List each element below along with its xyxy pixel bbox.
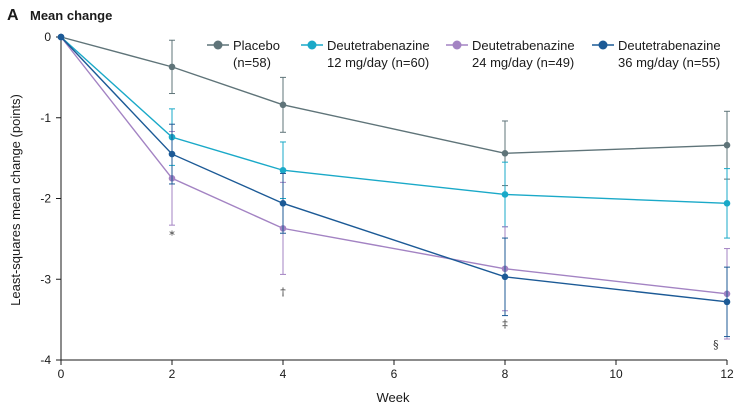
series-line <box>60 36 728 295</box>
x-tick-label: 12 <box>720 367 734 381</box>
legend-label: Deutetrabenazine <box>472 38 575 53</box>
legend-item-1: Placebo (n=58) <box>207 38 280 70</box>
series-3 <box>57 33 731 340</box>
significance-marker: * <box>169 229 175 242</box>
legend-label: 24 mg/day (n=49) <box>472 55 574 70</box>
x-tick-label: 4 <box>280 367 287 381</box>
series-layer <box>57 33 731 340</box>
significance-marker: † <box>280 285 286 298</box>
annotations: * † ‡ § <box>169 229 718 351</box>
x-tick-label: 2 <box>169 367 176 381</box>
legend-swatch-marker <box>598 40 608 50</box>
data-point <box>168 150 176 158</box>
x-tick-label: 0 <box>58 367 65 381</box>
data-point <box>279 200 287 207</box>
series-4 <box>57 33 731 338</box>
x-tick-label: 10 <box>609 367 623 381</box>
legend-label: Placebo <box>233 38 280 53</box>
legend-item-2: Deutetrabenazine 12 mg/day (n=60) <box>301 38 430 70</box>
legend-swatch-marker <box>213 40 223 50</box>
legend-swatch-marker <box>452 40 462 50</box>
panel-letter: A <box>7 7 19 24</box>
legend: Placebo (n=58) Deutetrabenazine 12 mg/day (… <box>207 38 721 70</box>
y-tick-label: -4 <box>40 353 51 367</box>
legend-label: (n=58) <box>233 55 271 70</box>
x-axis-label: Week <box>377 390 410 405</box>
data-point <box>168 63 176 71</box>
legend-label: 36 mg/day (n=55) <box>618 55 720 70</box>
axes: 0 2 4 6 8 10 12 0 -1 -2 -3 -4 <box>40 30 734 381</box>
series-1 <box>57 33 731 187</box>
data-point <box>723 141 731 149</box>
legend-label: Deutetrabenazine <box>327 38 430 53</box>
data-point <box>501 149 509 157</box>
panel-title: Mean change <box>30 8 112 23</box>
y-tick-label: -3 <box>40 272 51 286</box>
y-axis-label: Least-squares mean change (points) <box>8 94 23 306</box>
series-line <box>60 36 728 303</box>
y-tick-label: 0 <box>44 30 51 44</box>
y-tick-label: -2 <box>40 192 51 206</box>
data-point <box>57 33 65 41</box>
data-point <box>723 200 731 207</box>
data-point <box>501 191 509 198</box>
x-tick-label: 8 <box>502 367 509 381</box>
legend-item-4: Deutetrabenazine 36 mg/day (n=55) <box>592 38 721 70</box>
data-point <box>279 166 287 174</box>
legend-swatch-marker <box>307 40 317 50</box>
legend-label: 12 mg/day (n=60) <box>327 55 429 70</box>
data-point <box>501 273 509 281</box>
x-tick-label: 6 <box>391 367 398 381</box>
significance-marker: § <box>713 338 719 351</box>
legend-item-3: Deutetrabenazine 24 mg/day (n=49) <box>446 38 575 70</box>
data-point <box>279 101 287 109</box>
y-tick-label: -1 <box>40 111 51 125</box>
legend-label: Deutetrabenazine <box>618 38 721 53</box>
significance-marker: ‡ <box>502 318 508 331</box>
data-point <box>723 298 731 306</box>
